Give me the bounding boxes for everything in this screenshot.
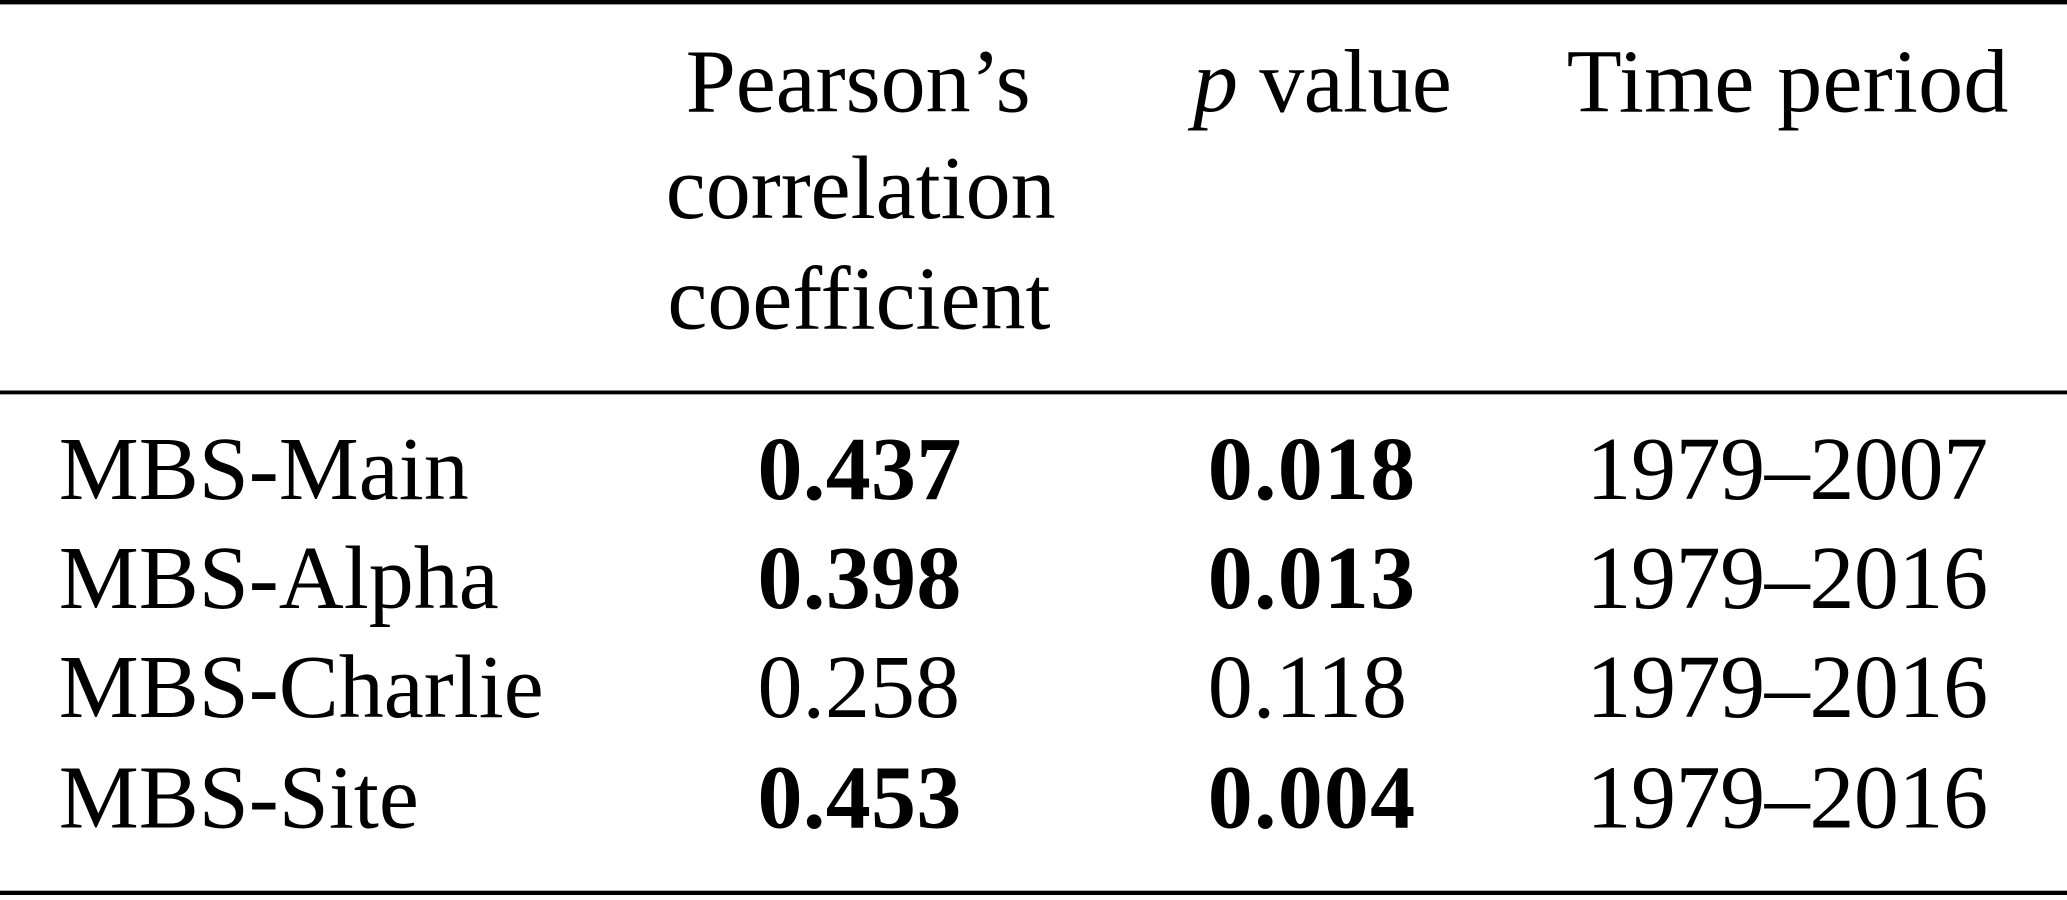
svg-text:correlation: correlation	[666, 139, 1056, 238]
svg-text:0.453: 0.453	[758, 749, 962, 848]
svg-text:p value: p value	[1187, 32, 1451, 131]
svg-text:Time period: Time period	[1567, 32, 2009, 131]
svg-text:0.004: 0.004	[1208, 749, 1417, 848]
svg-text:0.437: 0.437	[758, 420, 962, 519]
svg-text:MBS-Charlie: MBS-Charlie	[59, 638, 544, 737]
svg-text:coefficient: coefficient	[667, 250, 1050, 349]
svg-text:0.013: 0.013	[1208, 529, 1417, 628]
svg-text:1979–2007: 1979–2007	[1586, 420, 1987, 519]
svg-text:MBS-Alpha: MBS-Alpha	[59, 529, 499, 628]
svg-text:0.018: 0.018	[1208, 420, 1417, 519]
svg-text:1979–2016: 1979–2016	[1586, 749, 1987, 848]
svg-text:Pearson’s: Pearson’s	[686, 32, 1031, 131]
svg-text:0.258: 0.258	[758, 638, 961, 737]
svg-text:MBS-Site: MBS-Site	[59, 749, 419, 848]
svg-text:MBS-Main: MBS-Main	[59, 420, 469, 519]
svg-text:0.118: 0.118	[1208, 638, 1407, 737]
svg-text:1979–2016: 1979–2016	[1586, 529, 1987, 628]
svg-text:0.398: 0.398	[758, 529, 962, 628]
svg-text:1979–2016: 1979–2016	[1586, 638, 1987, 737]
